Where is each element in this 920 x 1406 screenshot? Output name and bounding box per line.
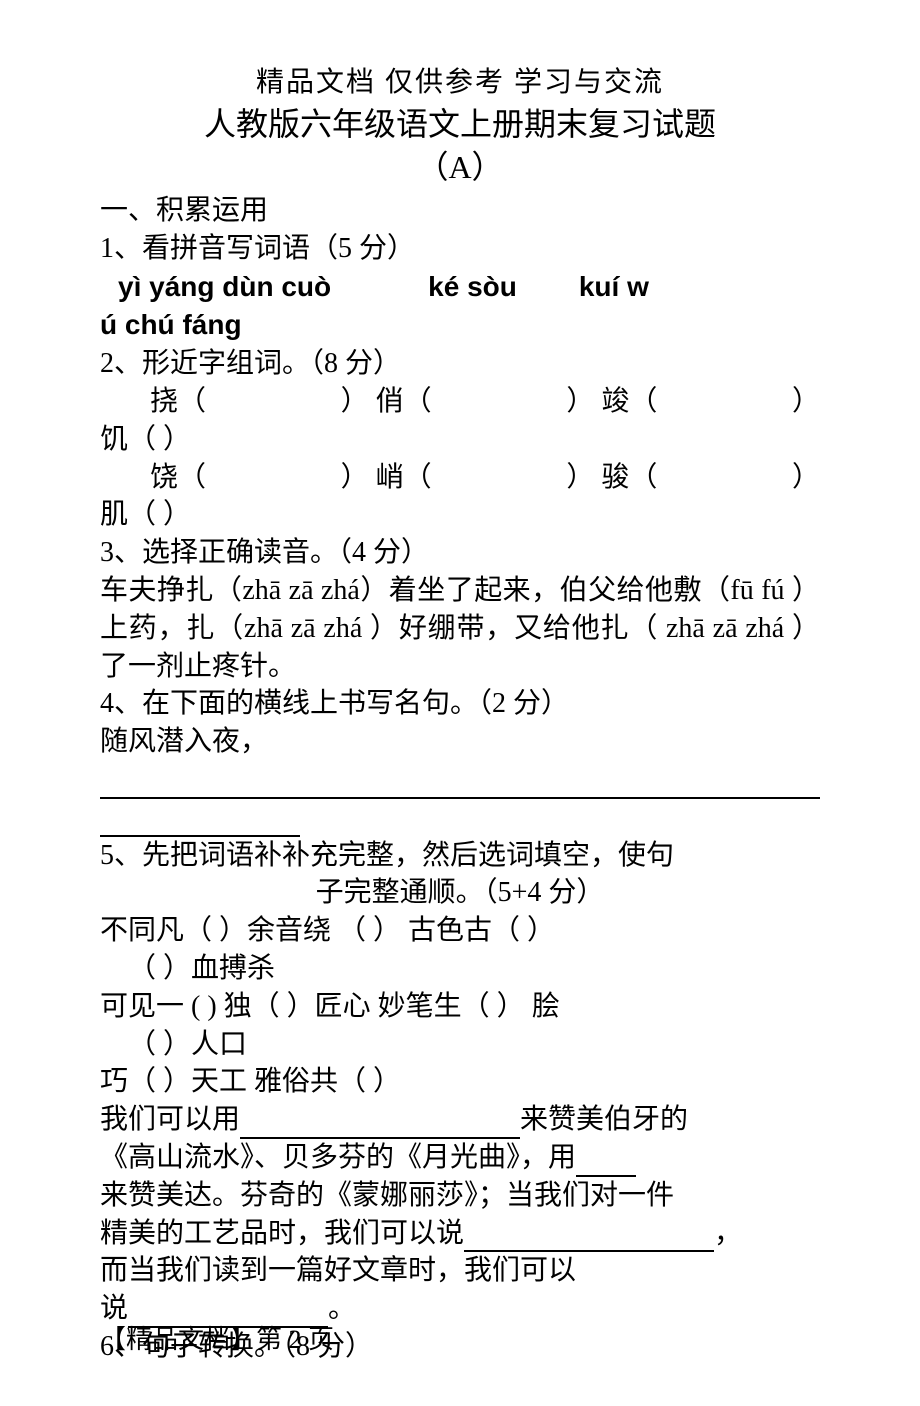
q2-r1-d: ） — [792, 386, 820, 417]
q1-pinyin-a: yì yáng dùn cuò — [118, 271, 331, 302]
q1-pinyin-row2: ú chú fáng — [100, 306, 820, 345]
q1-pinyin-b: ké sòu — [428, 271, 517, 302]
q1-pinyin-d: ú chú fáng — [100, 309, 242, 340]
q5-p4: 精美的工艺品时，我们可以说 ， — [100, 1215, 820, 1253]
q5-p4a: 精美的工艺品时，我们可以说 — [100, 1218, 464, 1249]
q5-p1: 我们可以用 来赞美伯牙的 — [100, 1101, 820, 1139]
q1-label: 1、看拼音写词语（5 分） — [100, 230, 820, 268]
q5-p1b: 来赞美伯牙的 — [520, 1104, 688, 1135]
q2-r1-a: 挠（ — [150, 386, 206, 417]
q2-row2: 饶（ ） 峭（ ） 骏（ ） — [100, 459, 820, 497]
q4-blank2 — [100, 799, 820, 837]
q5-r3: 可见一 ( ) 独（ ）匠心 妙笔生（ ） 脍 — [100, 988, 820, 1026]
q4-label: 4、在下面的横线上书写名句。（2 分） — [100, 685, 820, 723]
q5-l1: 5、先把词语补补充完整，然后选词填空，使句 — [100, 837, 820, 875]
page: 精品文档 仅供参考 学习与交流 人教版六年级语文上册期末复习试题 （A） 一、积… — [0, 0, 920, 1406]
q5-r4: （ ）人口 — [128, 1026, 820, 1064]
q2-r2-d: ） — [792, 462, 820, 493]
q2-row1: 挠（ ） 俏（ ） 竣（ ） — [100, 383, 820, 421]
q5-blank-3 — [464, 1220, 714, 1253]
q5-r1: 不同凡（ ）余音绕 （ ） 古色古（ ） — [100, 912, 820, 950]
q5-blank-1 — [240, 1106, 520, 1139]
q2-label-text: 2、形近字组词。（8 分） — [100, 348, 401, 379]
q5-r5: 巧（ ）天工 雅俗共（ ） — [100, 1063, 820, 1101]
q5-p2-text: 《高山流水》、贝多芬的《月光曲》，用 — [100, 1142, 576, 1173]
q1-pinyin-c: kuí w — [579, 271, 649, 302]
q5-p4b: ， — [714, 1218, 742, 1249]
q5-p1a: 我们可以用 — [100, 1104, 240, 1135]
q1-label-text: 1、看拼音写词语（5 分） — [100, 233, 415, 264]
q2-r2-c: ） 骏（ — [566, 462, 657, 493]
q5-r2: （ ）血搏杀 — [128, 950, 820, 988]
q3-label: 3、选择正确读音。（4 分） — [100, 534, 820, 572]
q1-pinyin-row1: yì yáng dùn cuò ké sòu kuí w — [100, 268, 820, 307]
q5-p5: 而当我们读到一篇好文章时，我们可以 — [100, 1252, 820, 1290]
q2-r2-a: 饶（ — [150, 462, 206, 493]
q5-blank-2 — [576, 1144, 636, 1177]
page-footer: 【精品文档】第 2 页 — [100, 1319, 334, 1356]
q2-label: 2、形近字组词。（8 分） — [100, 345, 820, 383]
section-1: 一、积累运用 — [100, 192, 820, 230]
q3-body: 车夫挣扎（zhā zā zhá）着坐了起来，伯父给他敷（fū fú ）上药，扎（… — [100, 572, 820, 685]
q5-p2: 《高山流水》、贝多芬的《月光曲》，用 — [100, 1139, 820, 1177]
q5-l2: 子完整通顺。（5+4 分） — [100, 874, 820, 912]
doc-title-line2: （A） — [100, 148, 820, 186]
q2-row2b: 肌（ ） — [100, 496, 820, 534]
q4-blank1 — [100, 761, 820, 799]
q2-row1b: 饥（ ） — [100, 421, 820, 459]
doc-title-line1: 人教版六年级语文上册期末复习试题 — [100, 104, 820, 146]
q5-p3: 来赞美达。芬奇的《蒙娜丽莎》；当我们对一件 — [100, 1177, 820, 1215]
q2-r2-b: ） 峭（ — [341, 462, 432, 493]
q4-lead: 随风潜入夜， — [100, 723, 820, 761]
q2-r1-b: ） 俏（ — [341, 386, 432, 417]
q2-r1-c: ） 竣（ — [566, 386, 657, 417]
header-note: 精品文档 仅供参考 学习与交流 — [100, 60, 820, 100]
